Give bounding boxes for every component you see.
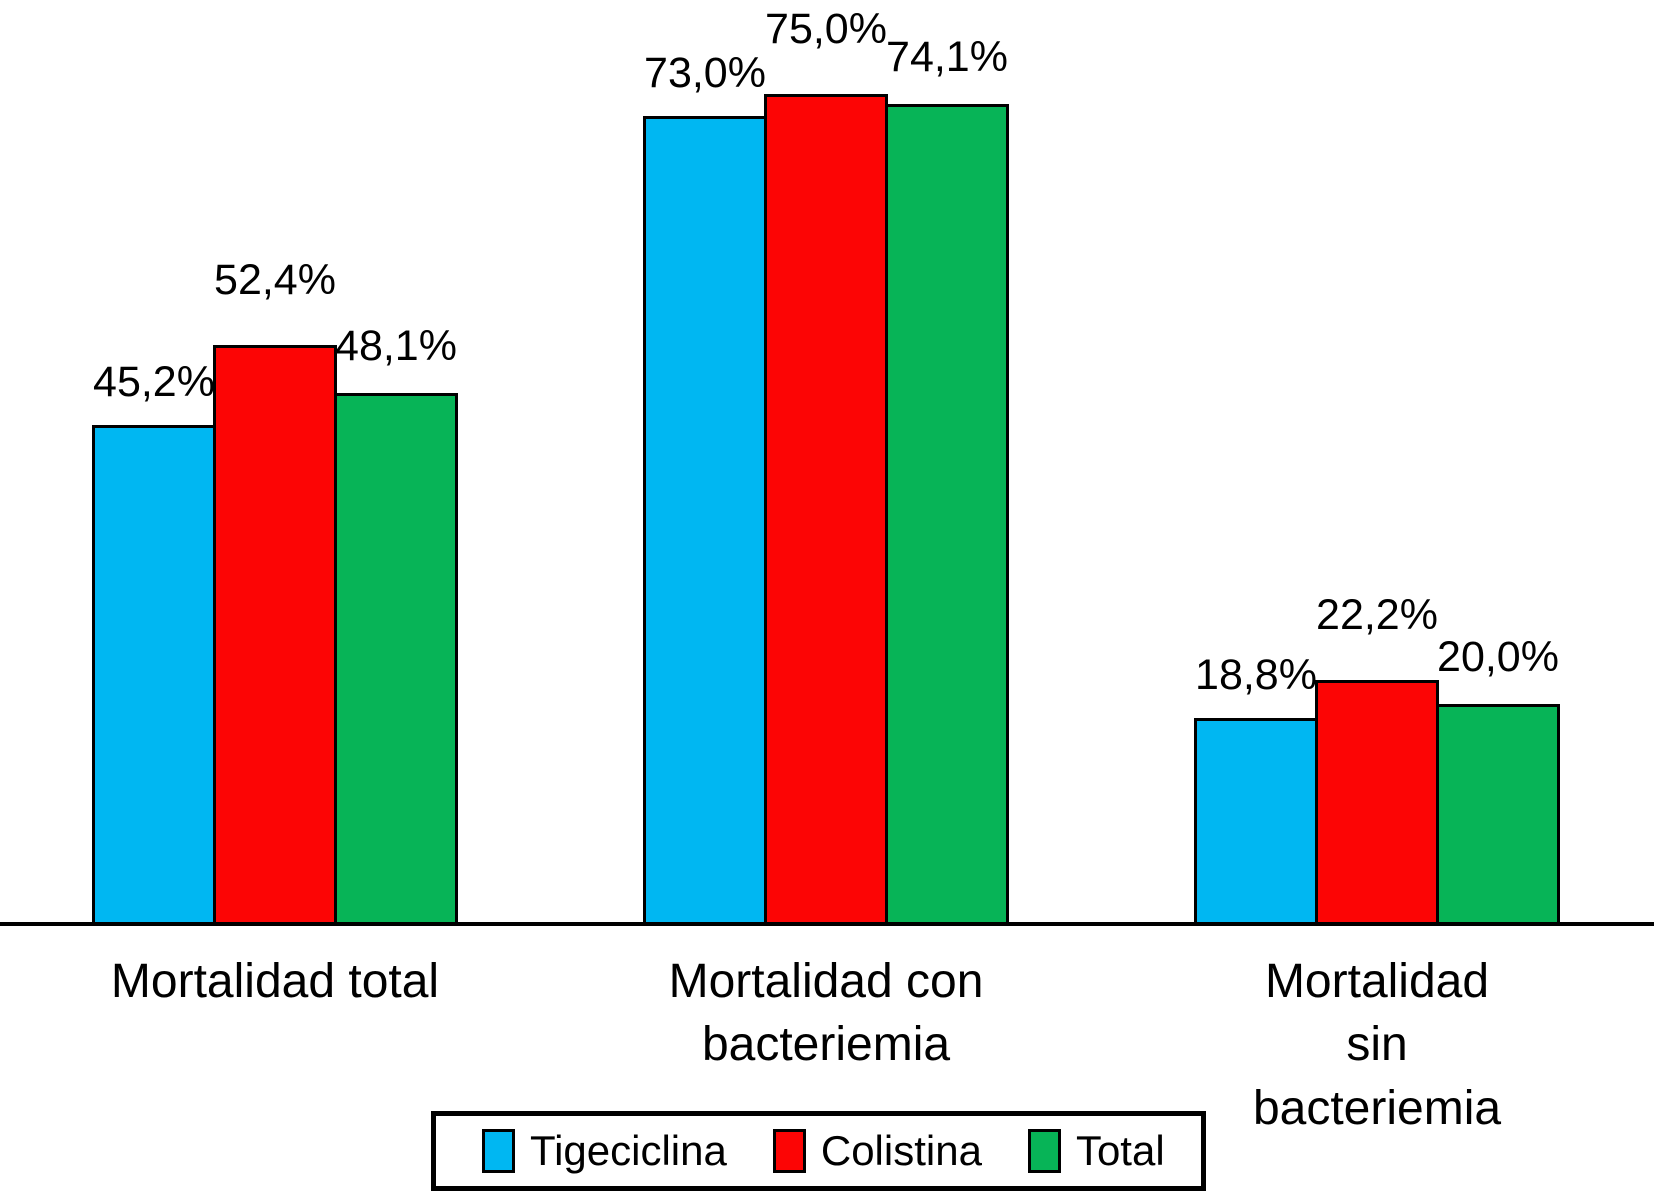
bar-total-group-3 [1436, 704, 1560, 926]
bar-total-group-1 [334, 393, 458, 926]
legend-swatch-tigeciclina [482, 1129, 515, 1173]
bar-value-label-colistina-group-1: 52,4% [214, 255, 336, 304]
x-axis-line [0, 922, 1654, 926]
bar-colistina-group-3 [1315, 680, 1439, 926]
bar-value-label-total-group-2: 74,1% [886, 32, 1008, 81]
bar-value-label-tigeciclina-group-1: 45,2% [93, 357, 215, 406]
legend-label-tigeciclina: Tigeciclina [530, 1127, 727, 1174]
bar-tigeciclina-group-2 [643, 116, 767, 926]
category-label-1: Mortalidad total [110, 955, 440, 1008]
bar-value-label-total-group-1: 48,1% [335, 321, 457, 370]
bar-value-label-colistina-group-2: 75,0% [765, 4, 887, 53]
bar-tigeciclina-group-3 [1194, 718, 1318, 926]
legend-item-colistina: Colistina [772, 1127, 982, 1174]
legend-label-colistina: Colistina [820, 1127, 982, 1174]
bar-value-label-total-group-3: 20,0% [1437, 632, 1559, 681]
bar-value-label-colistina-group-3: 22,2% [1316, 590, 1438, 639]
category-label-3: Mortalidad sin bacteriemia [1252, 955, 1502, 1135]
bar-value-label-tigeciclina-group-3: 18,8% [1195, 650, 1317, 699]
bar-value-label-tigeciclina-group-2: 73,0% [644, 48, 766, 97]
legend: Tigeciclina Colistina Total [431, 1111, 1206, 1191]
legend-swatch-total [1027, 1129, 1061, 1173]
bar-colistina-group-2 [764, 94, 888, 926]
legend-item-tigeciclina: Tigeciclina [482, 1129, 727, 1173]
bar-tigeciclina-group-1 [92, 425, 216, 926]
legend-label-total: Total [1075, 1127, 1165, 1174]
bar-colistina-group-1 [213, 345, 337, 926]
legend-item-total: Total [1027, 1127, 1165, 1174]
category-label-2: Mortalidad con bacteriemia [668, 955, 984, 1072]
bar-total-group-2 [885, 104, 1009, 926]
legend-swatch-colistina [772, 1129, 806, 1173]
